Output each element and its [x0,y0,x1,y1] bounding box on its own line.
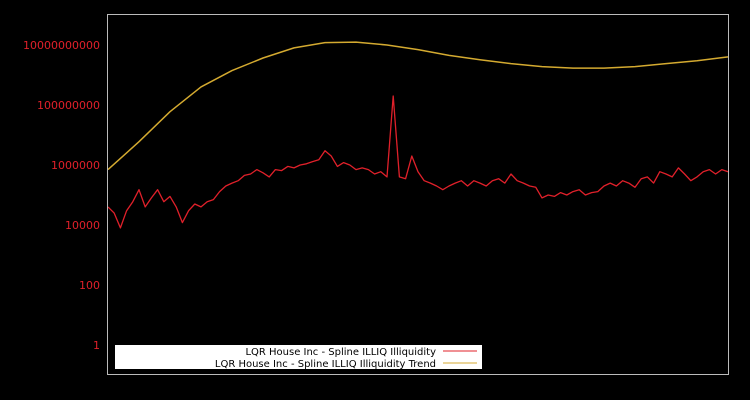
y-tick-label: 10000000000 [23,39,100,52]
y-tick-label: 100000000 [37,99,100,112]
y-tick-label: 100 [79,279,100,292]
y-axis: 1 100 10000 1000000 100000000 10000000000 [23,39,100,352]
y-tick-label: 1 [93,339,100,352]
legend: LQR House Inc - Spline ILLIQ Illiquidity… [115,345,482,370]
plot-frame [107,14,729,375]
series-line-trend [107,41,729,171]
plot-area [107,41,729,229]
legend-label-illiquidity: LQR House Inc - Spline ILLIQ Illiquidity [245,347,436,358]
y-tick-label: 1000000 [51,159,100,172]
series-line-illiquidity [107,95,729,229]
legend-label-trend: LQR House Inc - Spline ILLIQ Illiquidity… [215,359,436,370]
y-tick-label: 10000 [65,219,100,232]
legend-box [115,345,482,369]
